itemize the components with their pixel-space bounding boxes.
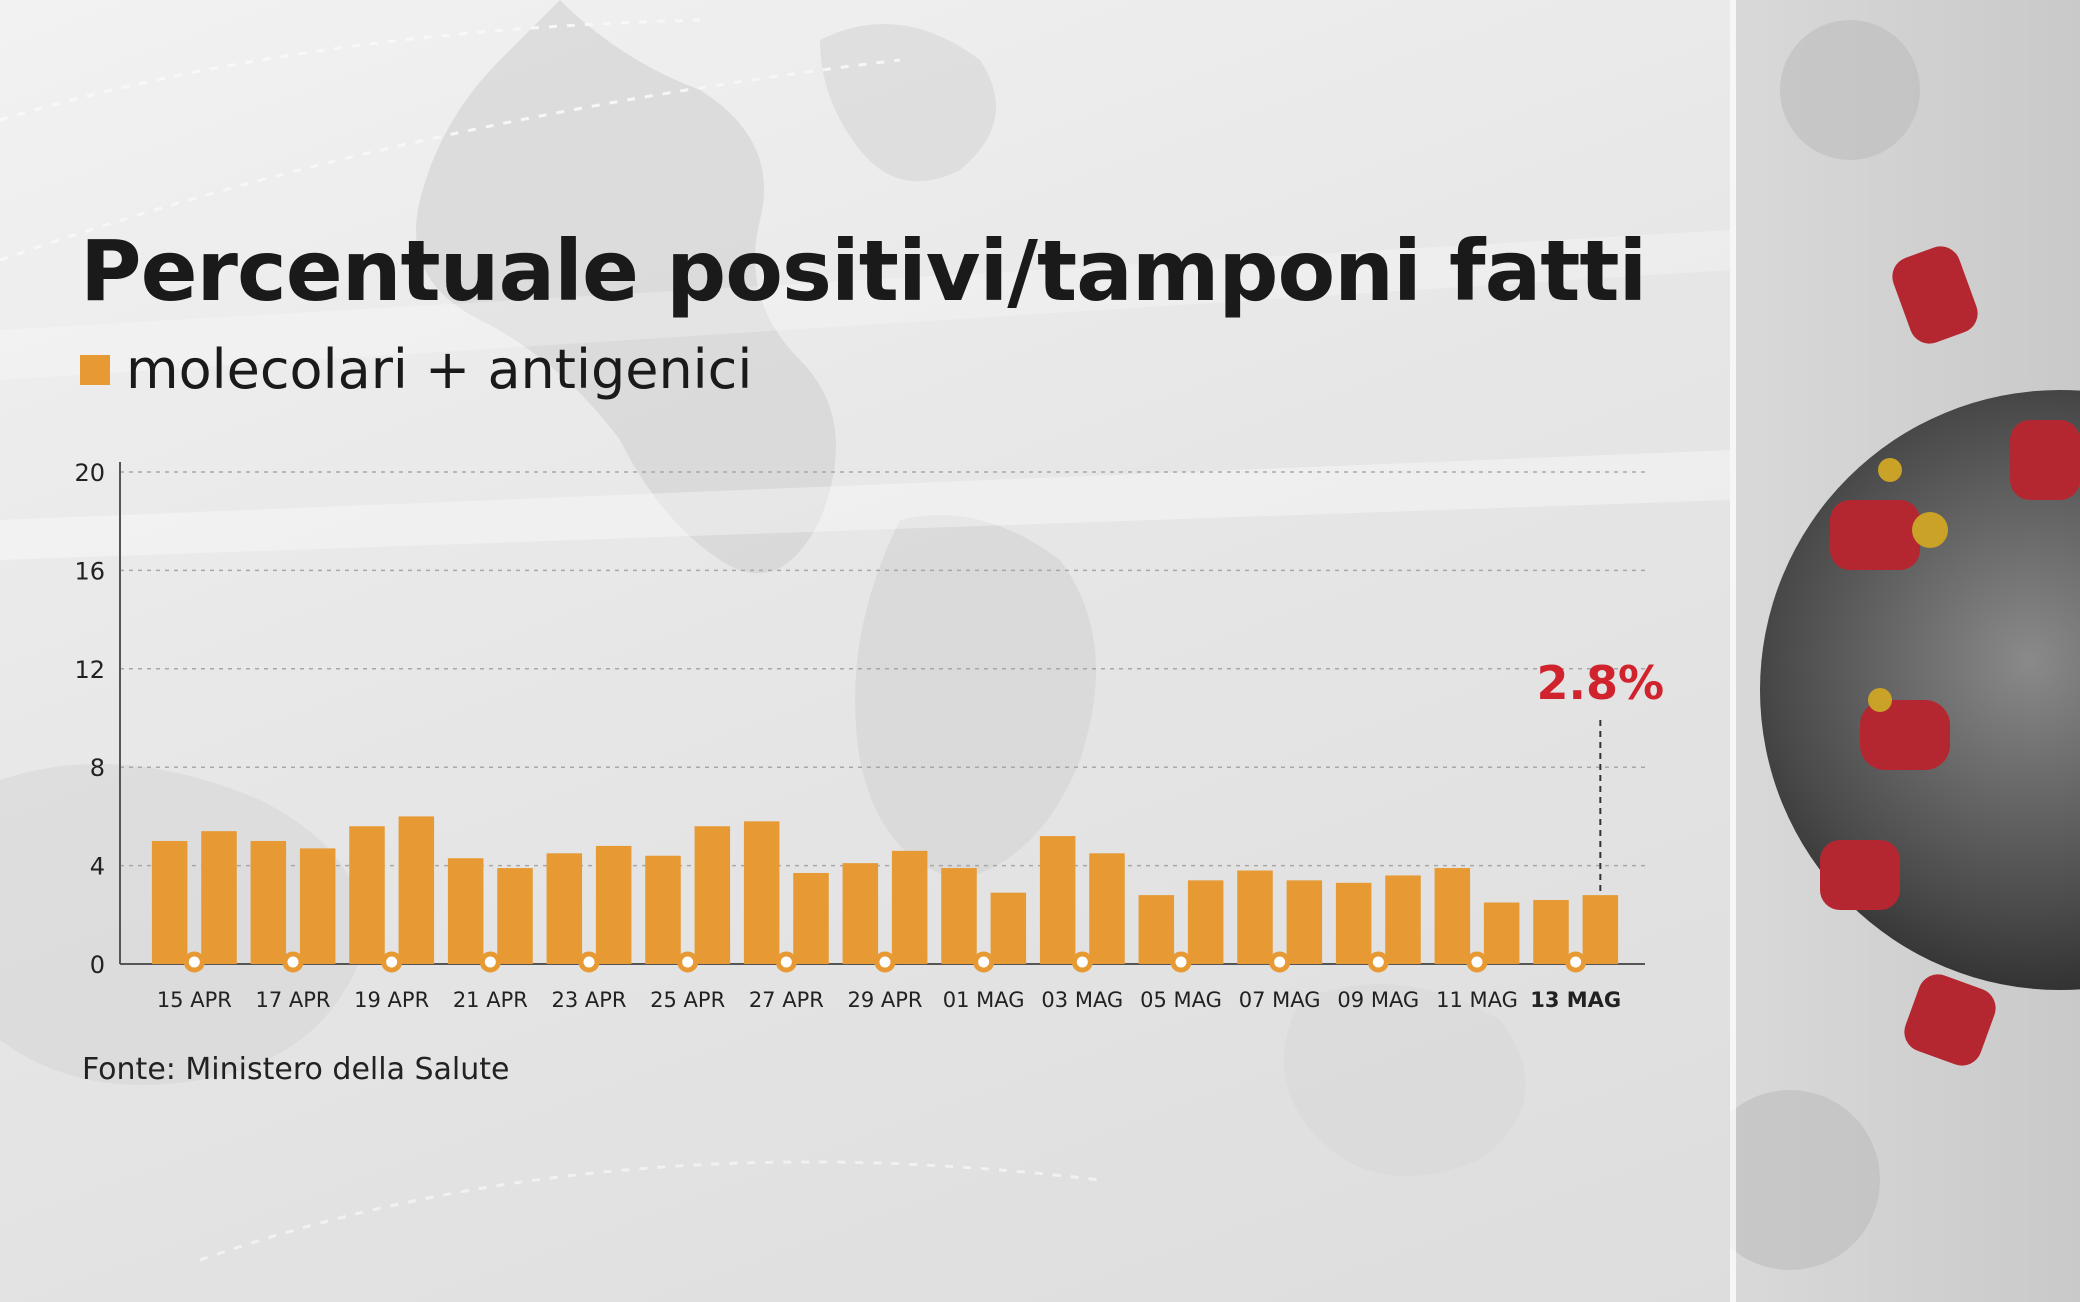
y-axis-labels: 0 4 8 12 16 20 bbox=[74, 459, 105, 979]
bar bbox=[1237, 870, 1273, 964]
y-tick-label: 4 bbox=[90, 853, 105, 881]
bar bbox=[842, 863, 879, 964]
virus-illustration-panel bbox=[1730, 0, 2080, 1302]
x-tick-label: 29 APR bbox=[847, 988, 922, 1012]
bar bbox=[743, 821, 780, 964]
bar bbox=[299, 848, 336, 964]
tick-marker bbox=[183, 951, 205, 973]
bar bbox=[595, 845, 632, 964]
source-note: Fonte: Ministero della Salute bbox=[82, 1052, 510, 1087]
bar bbox=[497, 868, 533, 964]
tick-marker bbox=[1466, 951, 1488, 973]
coronavirus-icon bbox=[1730, 20, 2080, 1270]
tick-marker bbox=[479, 951, 501, 973]
light-sheen bbox=[0, 0, 1730, 1302]
bar bbox=[1335, 882, 1372, 964]
bar bbox=[793, 872, 829, 964]
bar bbox=[1286, 880, 1323, 964]
tick-marker bbox=[973, 951, 995, 973]
tick-marker bbox=[775, 951, 797, 973]
x-tick-label: 15 APR bbox=[157, 988, 232, 1012]
x-tick-label: 05 MAG bbox=[1140, 988, 1222, 1012]
bar-chart: 0 4 8 12 16 20 15 APR 17 APR 19 APR 21 APR 23 APR… bbox=[74, 459, 1665, 1012]
bar bbox=[546, 853, 583, 964]
tick-markers bbox=[183, 951, 1587, 973]
x-tick-label: 11 MAG bbox=[1436, 988, 1518, 1012]
bar bbox=[151, 841, 188, 964]
tick-marker bbox=[874, 951, 896, 973]
y-tick-label: 16 bbox=[74, 557, 105, 585]
x-tick-label: 03 MAG bbox=[1041, 988, 1123, 1012]
x-tick-label: 27 APR bbox=[749, 988, 824, 1012]
bar bbox=[891, 850, 928, 964]
tick-marker bbox=[1367, 951, 1389, 973]
x-axis-labels: 15 APR 17 APR 19 APR 21 APR 23 APR 25 APR 27 A… bbox=[157, 988, 1621, 1012]
x-tick-label: 07 MAG bbox=[1239, 988, 1321, 1012]
x-tick-label: 17 APR bbox=[255, 988, 330, 1012]
tick-marker bbox=[677, 951, 699, 973]
tick-marker bbox=[1071, 951, 1093, 973]
legend-label: molecolari + antigenici bbox=[126, 338, 753, 401]
annotation: 2.8% bbox=[1537, 656, 1665, 896]
chart-title: Percentuale positivi/tamponi fatti bbox=[80, 222, 1647, 320]
bar bbox=[447, 858, 484, 964]
bar bbox=[1039, 836, 1076, 964]
x-tick-label: 13 MAG bbox=[1530, 988, 1621, 1012]
x-tick-label: 21 APR bbox=[453, 988, 528, 1012]
x-tick-label: 19 APR bbox=[354, 988, 429, 1012]
y-tick-label: 0 bbox=[90, 951, 105, 979]
bar bbox=[1434, 868, 1471, 964]
bar bbox=[349, 826, 385, 964]
tick-marker bbox=[282, 951, 304, 973]
bar bbox=[1187, 880, 1224, 964]
bar bbox=[645, 855, 681, 964]
bars bbox=[151, 816, 1619, 964]
tick-marker bbox=[1170, 951, 1192, 973]
tick-marker bbox=[578, 951, 600, 973]
bar bbox=[1483, 902, 1520, 964]
tick-marker bbox=[1565, 951, 1587, 973]
x-tick-label: 23 APR bbox=[551, 988, 626, 1012]
bar bbox=[1385, 875, 1421, 964]
annotation-label: 2.8% bbox=[1537, 656, 1665, 710]
tick-marker bbox=[381, 951, 403, 973]
bar bbox=[1582, 895, 1619, 964]
bar bbox=[941, 868, 977, 964]
x-tick-label: 09 MAG bbox=[1337, 988, 1419, 1012]
bar bbox=[990, 892, 1027, 964]
tick-marker bbox=[1269, 951, 1291, 973]
bar bbox=[1533, 900, 1569, 964]
bar bbox=[201, 831, 237, 964]
grid-lines bbox=[120, 471, 1645, 867]
bar bbox=[1138, 895, 1175, 964]
y-tick-label: 8 bbox=[90, 754, 105, 782]
x-tick-label: 01 MAG bbox=[943, 988, 1025, 1012]
legend-swatch bbox=[80, 354, 110, 385]
bar bbox=[694, 826, 731, 964]
legend: molecolari + antigenici bbox=[80, 338, 752, 401]
bar bbox=[250, 841, 287, 964]
bar bbox=[398, 816, 435, 964]
bar bbox=[1089, 853, 1125, 964]
y-tick-label: 12 bbox=[74, 656, 105, 684]
x-tick-label: 25 APR bbox=[650, 988, 725, 1012]
panel-divider bbox=[1730, 0, 1736, 1302]
y-tick-label: 20 bbox=[74, 459, 105, 487]
